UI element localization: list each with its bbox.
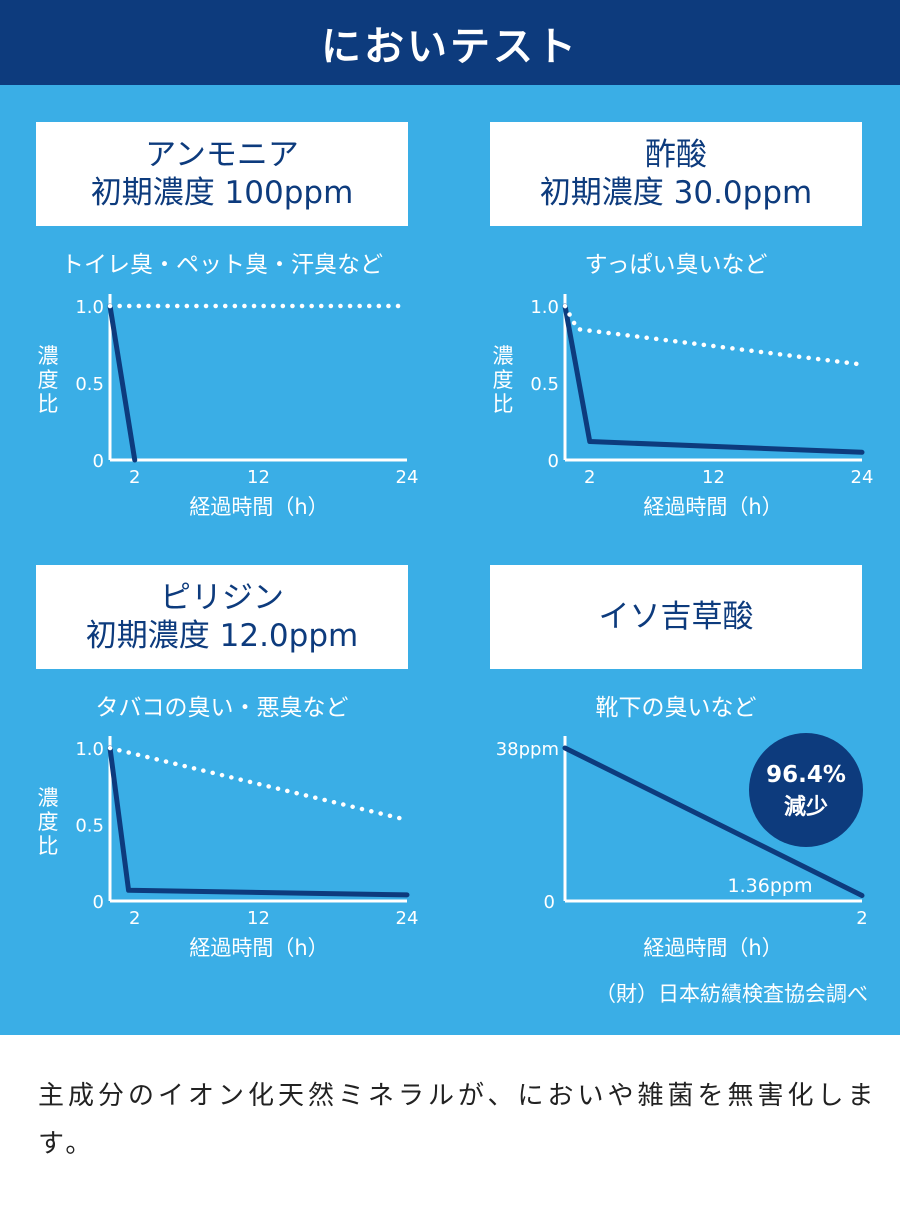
y-tick-label: 0	[93, 892, 104, 913]
y-axis-label-char: 比	[38, 834, 59, 858]
y-axis-label-char: 度	[38, 368, 59, 392]
card-isovaleric-acid: イソ吉草酸	[490, 565, 862, 669]
card-concentration: 初期濃度 30.0ppm	[539, 175, 813, 211]
y-axis-label-char: 濃	[38, 344, 59, 368]
y-axis-label-char: 比	[493, 392, 514, 416]
x-tick-label: 24	[851, 467, 874, 488]
y-tick-label: 0	[544, 892, 555, 913]
y-tick-label: 0.5	[75, 374, 104, 395]
series-line-solid	[107, 303, 138, 463]
card-title: イソ吉草酸	[598, 599, 754, 635]
chart-subtitle: タバコの臭い・悪臭など	[95, 695, 349, 721]
x-tick-label: 12	[247, 467, 270, 488]
x-axis-label: 経過時間（h）	[189, 495, 328, 519]
x-tick-label: 12	[702, 467, 725, 488]
y-tick-label: 0.5	[530, 374, 559, 395]
series-line-dotted	[107, 745, 410, 823]
x-tick-label: 12	[247, 908, 270, 929]
y-tick-label: 1.0	[75, 739, 104, 760]
card-concentration: 初期濃度 12.0ppm	[85, 618, 359, 654]
y-axis-label-char: 度	[493, 368, 514, 392]
y-tick-label: 1.0	[75, 297, 104, 318]
chart-subtitle: すっぱい臭いなど	[584, 252, 768, 278]
card-ammonia: アンモニア 初期濃度 100ppm	[36, 122, 408, 226]
x-tick-label: 2	[129, 467, 140, 488]
y-axis-label-char: 濃	[493, 344, 514, 368]
y-axis-label-char: 濃	[38, 786, 59, 810]
x-axis-label: 経過時間（h）	[643, 936, 782, 960]
x-tick-label: 24	[396, 908, 419, 929]
series-line-solid	[107, 745, 410, 898]
card-concentration: 初期濃度 100ppm	[90, 175, 354, 211]
x-tick-label: 24	[396, 467, 419, 488]
x-tick-label: 2	[856, 908, 867, 929]
chart-subtitle: 靴下の臭いなど	[595, 695, 757, 721]
series-line-solid	[562, 745, 865, 899]
x-axis-label: 経過時間（h）	[189, 936, 328, 960]
y-tick-label: 1.0	[530, 297, 559, 318]
series-line-dotted	[562, 303, 865, 367]
badge-label: 減少	[784, 795, 828, 820]
source-note: （財）日本紡績検査協会調べ	[595, 982, 868, 1006]
chart-subtitle: トイレ臭・ペット臭・汗臭など	[61, 252, 383, 278]
y-tick-label: 38ppm	[496, 739, 559, 760]
card-title: ピリジン	[160, 580, 284, 616]
test-panel	[0, 85, 900, 1035]
x-tick-label: 2	[129, 908, 140, 929]
y-axis-label-char: 比	[38, 392, 59, 416]
card-title: 酢酸	[645, 137, 707, 173]
card-title: アンモニア	[145, 137, 299, 173]
y-tick-label: 0.5	[75, 816, 104, 837]
footer-description: 主成分のイオン化天然ミネラルが、においや雑菌を無害化します。	[38, 1081, 878, 1159]
card-pyridine: ピリジン 初期濃度 12.0ppm	[36, 565, 408, 669]
y-tick-label: 0	[548, 451, 559, 472]
series-line-solid	[562, 303, 865, 455]
reduction-badge	[749, 733, 863, 847]
page-header: においテスト	[0, 0, 900, 85]
x-axis-label: 経過時間（h）	[643, 495, 782, 519]
x-tick-label: 2	[584, 467, 595, 488]
y-axis-label-char: 度	[38, 810, 59, 834]
y-tick-label: 0	[93, 451, 104, 472]
end-value-label: 1.36ppm	[728, 875, 813, 897]
badge-percent: 96.4%	[766, 762, 846, 788]
page-title: においテスト	[321, 23, 579, 70]
card-acetic-acid: 酢酸 初期濃度 30.0ppm	[490, 122, 862, 226]
